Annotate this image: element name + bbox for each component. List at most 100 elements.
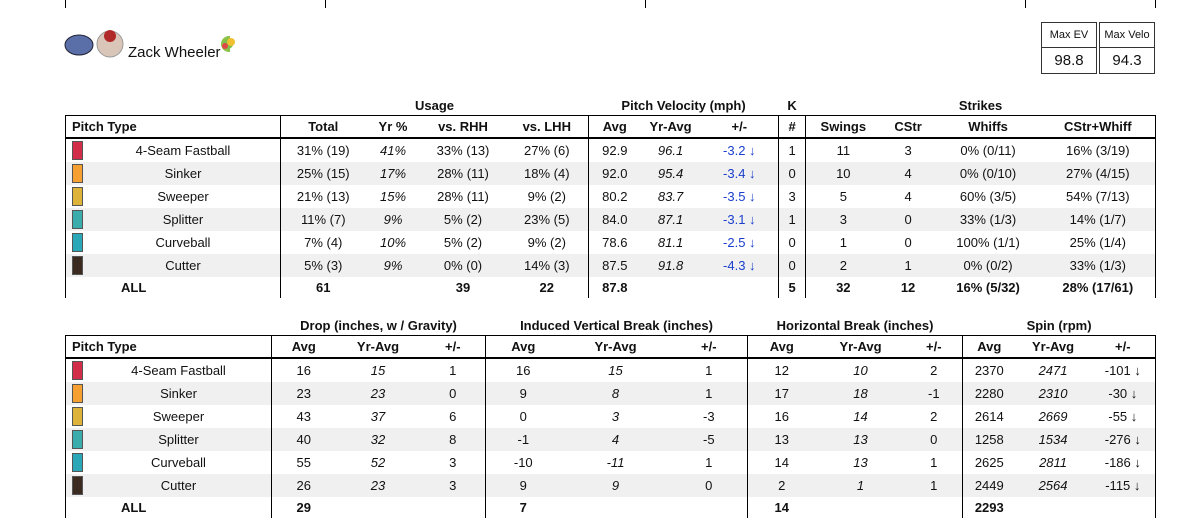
table-cell: 2811 (1039, 455, 1068, 470)
table-cell: -3.1 ↓ (700, 208, 780, 231)
table-cell: 5% (2) (443, 235, 483, 250)
pitch-name: ALL (121, 280, 147, 295)
table-cell: 25% (15) (280, 162, 366, 185)
table-cell (905, 497, 964, 518)
group-header: K (787, 98, 797, 113)
table-cell: 9 (560, 474, 671, 497)
table-cell: 9 (485, 474, 561, 497)
column-header: +/- (905, 335, 964, 359)
column-header: CStr (880, 115, 936, 139)
column-header: Pitch Type (65, 115, 281, 139)
table-cell: 21% (13) (296, 189, 350, 204)
group-header: Spin (rpm) (1026, 318, 1092, 333)
table-cell: 0% (0/10) (935, 162, 1041, 185)
table-cell: 23 (335, 474, 421, 497)
table-cell: 80.2 (602, 189, 628, 204)
group-header: Drop (inches, w / Gravity) (300, 318, 457, 333)
pitch-swatch (72, 233, 83, 252)
column-header: Yr-Avg (815, 335, 906, 359)
pitch-cell: Sinker (65, 162, 281, 185)
column-header: Swings (805, 115, 881, 139)
table-cell: 1534 (1015, 428, 1091, 451)
table-cell: 28% (11) (437, 189, 489, 204)
table-cell: 1 (839, 235, 847, 250)
table-cell: 13 (815, 428, 906, 451)
table-cell: 14% (1/7) (1040, 208, 1157, 231)
table-cell: 7% (4) (304, 235, 343, 250)
column-header-row: Pitch Type Avg Yr-Avg +/- Avg Yr-Avg +/- Avg Yr-… (65, 335, 1157, 359)
table-cell: 2 (905, 358, 964, 382)
table-cell: 0 (880, 208, 936, 231)
table-cell (670, 497, 749, 518)
player-cap (104, 30, 116, 42)
table-cell: 28% (11) (420, 162, 506, 185)
table-cell: 12 (880, 277, 936, 298)
column-header: Total (280, 115, 366, 139)
pitch-swatch (72, 361, 83, 380)
column-header: +/- (670, 335, 749, 359)
column-header: Yr % (365, 115, 421, 139)
table-cell: 14 (853, 409, 868, 424)
table-cell: 14 (747, 497, 816, 518)
table-cell: 31% (19) (296, 143, 350, 158)
column-header: CStr+Whiff (1040, 115, 1157, 139)
table-cell (560, 497, 671, 518)
pitch-swatch (72, 430, 83, 449)
divider (65, 0, 66, 8)
table-cell: 92.9 (602, 143, 628, 158)
pitch-name: 4-Seam Fastball (131, 363, 226, 378)
table-cell: 2 (905, 405, 964, 428)
table-cell: 4 (560, 428, 671, 451)
table-cell: -5 (670, 428, 749, 451)
table-cell: 5% (3) (280, 254, 366, 277)
table-cell: 87.5 (588, 254, 641, 277)
pitch-swatch (72, 187, 83, 206)
table-cell: 1 (905, 474, 964, 497)
pitch-swatch (72, 141, 83, 160)
column-header: Yr-Avg (1015, 335, 1091, 359)
table-cell: 13 (747, 428, 816, 451)
table-cell: -30 ↓ (1090, 382, 1157, 405)
table-cell: 0 (778, 254, 807, 277)
pitch-cell: Splitter (65, 208, 281, 231)
table-cell: 0 (670, 474, 749, 497)
table-cell: 33% (1/3) (935, 208, 1041, 231)
table-cell: 43 (296, 409, 311, 424)
table-cell: 78.6 (602, 235, 628, 250)
table-cell: 33% (13) (436, 143, 490, 158)
stat-label: Max Velo (1100, 23, 1154, 48)
column-header: Avg (747, 335, 816, 359)
pitch-swatch (72, 407, 83, 426)
stat-value: 94.3 (1112, 52, 1142, 69)
table-cell: 0% (0) (420, 254, 506, 277)
table-cell: 40 (271, 428, 336, 451)
table-row: Curveball 55 52 3 -10 -11 1 14 13 1 2625 2811 -186 ↓ (65, 451, 1157, 474)
team-logo (64, 34, 94, 56)
table-cell: 5 (778, 277, 807, 298)
table-cell: 26 (271, 474, 336, 497)
pitch-cell: ALL (65, 277, 281, 298)
table-cell: 10% (379, 235, 407, 250)
pitch-cell: Cutter (65, 254, 281, 277)
table-cell: 32 (805, 277, 881, 298)
table-cell: 1 (880, 254, 936, 277)
table-cell: 33% (1/3) (1040, 254, 1157, 277)
table-cell: 14 (774, 455, 790, 470)
table-row: Sinker 25% (15) 17% 28% (11) 18% (4) 92.0 95.4… (65, 162, 1157, 185)
table-cell: 8 (560, 382, 671, 405)
table-cell: 12 (774, 363, 790, 378)
table-cell: 0 (778, 231, 807, 254)
table-cell: 27% (4/15) (1040, 162, 1157, 185)
player-name: Zack Wheeler (128, 44, 221, 61)
pitch-name: Sweeper (152, 409, 205, 424)
group-header-blank (66, 313, 272, 336)
table-cell: 3 (778, 185, 807, 208)
table-cell: 15% (379, 189, 407, 204)
group-header-blank (66, 93, 281, 116)
column-header: Yr-Avg (335, 335, 421, 359)
table-cell: 9% (2) (505, 231, 590, 254)
stat-label: Max EV (1042, 23, 1096, 48)
table-cell: -11 (606, 455, 625, 470)
table-cell: 87.1 (640, 208, 701, 231)
table-cell: 10 (805, 162, 881, 185)
